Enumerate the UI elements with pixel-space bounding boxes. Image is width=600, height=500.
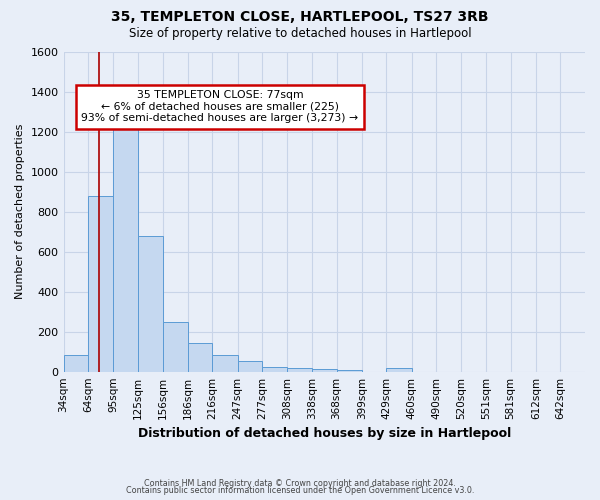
Bar xyxy=(337,370,362,372)
Bar xyxy=(386,368,412,372)
Bar xyxy=(188,342,212,372)
X-axis label: Distribution of detached houses by size in Hartlepool: Distribution of detached houses by size … xyxy=(137,427,511,440)
Bar xyxy=(238,360,262,372)
Text: Contains public sector information licensed under the Open Government Licence v3: Contains public sector information licen… xyxy=(126,486,474,495)
Bar xyxy=(262,366,287,372)
Text: 35, TEMPLETON CLOSE, HARTLEPOOL, TS27 3RB: 35, TEMPLETON CLOSE, HARTLEPOOL, TS27 3R… xyxy=(111,10,489,24)
Y-axis label: Number of detached properties: Number of detached properties xyxy=(15,124,25,300)
Bar xyxy=(88,196,113,372)
Bar xyxy=(64,354,88,372)
Bar xyxy=(312,370,337,372)
Text: 35 TEMPLETON CLOSE: 77sqm
← 6% of detached houses are smaller (225)
93% of semi-: 35 TEMPLETON CLOSE: 77sqm ← 6% of detach… xyxy=(82,90,359,123)
Bar xyxy=(138,236,163,372)
Bar xyxy=(163,322,188,372)
Bar xyxy=(287,368,312,372)
Bar xyxy=(212,354,238,372)
Text: Size of property relative to detached houses in Hartlepool: Size of property relative to detached ho… xyxy=(128,28,472,40)
Text: Contains HM Land Registry data © Crown copyright and database right 2024.: Contains HM Land Registry data © Crown c… xyxy=(144,478,456,488)
Bar xyxy=(113,110,138,372)
